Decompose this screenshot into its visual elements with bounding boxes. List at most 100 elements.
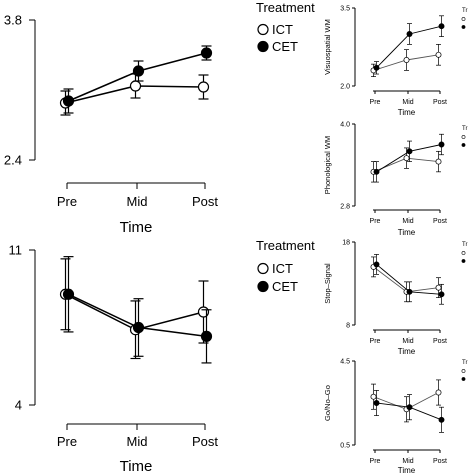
legend-marker bbox=[461, 135, 466, 139]
x-axis-label: Time bbox=[398, 347, 416, 356]
series-line bbox=[373, 266, 439, 293]
y-tick-label: 0.5 bbox=[340, 442, 350, 449]
data-point bbox=[435, 158, 442, 165]
legend: Tr bbox=[461, 242, 467, 263]
y-tick-label: 4 bbox=[15, 398, 22, 413]
legend-title: Tr bbox=[462, 360, 467, 366]
y-tick-label: 11 bbox=[9, 243, 23, 258]
legend-marker bbox=[257, 280, 269, 293]
y-tick-label: 2.4 bbox=[4, 153, 22, 168]
legend-marker bbox=[461, 143, 466, 147]
x-tick-label: Mid bbox=[402, 458, 413, 465]
legend-marker bbox=[461, 251, 466, 255]
data-point bbox=[370, 393, 377, 400]
data-point bbox=[132, 65, 145, 77]
data-point bbox=[197, 81, 210, 93]
legend: Tr bbox=[461, 8, 467, 29]
y-axis-label: Visuospatial WM bbox=[323, 19, 332, 75]
data-point bbox=[438, 141, 445, 148]
legend: Tr bbox=[461, 126, 467, 147]
y-tick-label: 8 bbox=[346, 322, 350, 329]
legend: Treatment ICT CET bbox=[256, 0, 315, 54]
data-point bbox=[200, 47, 213, 59]
data-point bbox=[200, 330, 213, 342]
data-point bbox=[129, 80, 142, 92]
legend-marker bbox=[461, 17, 466, 21]
y-axis-label: Go/No–Go bbox=[323, 385, 332, 421]
y-tick-label: 2.0 bbox=[340, 83, 350, 90]
data-point bbox=[403, 155, 410, 162]
chart-panel-6: 4.5 0.5 Go/No–Go Pre Mid Post Time Tr bbox=[323, 358, 467, 474]
data-point bbox=[373, 64, 380, 71]
chart-panel-2: 11 4 Pre Mid Post Time Treatment ICT CET bbox=[9, 238, 316, 474]
x-tick-label: Pre bbox=[370, 458, 381, 465]
x-tick-label: Pre bbox=[370, 218, 381, 225]
x-tick-label: Mid bbox=[402, 99, 413, 106]
y-axis-label: Stop–Signal bbox=[323, 263, 332, 304]
legend-title: Tr bbox=[462, 242, 467, 248]
data-point bbox=[132, 321, 145, 334]
data-point bbox=[406, 148, 413, 155]
data-point bbox=[373, 168, 380, 175]
y-tick-label: 4.5 bbox=[340, 358, 350, 365]
data-point bbox=[406, 404, 413, 411]
x-axis-label: Time bbox=[120, 458, 153, 474]
y-tick-label: 2.8 bbox=[340, 203, 350, 210]
legend: Treatment ICT CET bbox=[256, 238, 315, 294]
x-tick-label: Pre bbox=[57, 434, 77, 449]
legend-marker bbox=[461, 25, 466, 29]
legend-label: ICT bbox=[272, 261, 293, 276]
x-tick-label: Post bbox=[433, 218, 447, 225]
x-tick-label: Post bbox=[192, 434, 218, 449]
data-point bbox=[403, 57, 410, 63]
x-tick-label: Mid bbox=[127, 194, 148, 209]
legend-title: Tr bbox=[462, 126, 467, 132]
legend: Tr bbox=[461, 360, 467, 381]
legend-label: ICT bbox=[272, 22, 293, 37]
data-point bbox=[373, 400, 380, 406]
chart-panel-4: 4.0 2.8 Phonological WM Pre Mid Post Time Tr bbox=[323, 121, 467, 237]
legend-marker bbox=[257, 23, 269, 36]
chart-panel-1: 3.8 2.4 Pre Mid Post Time Treatment ICT CET bbox=[4, 0, 315, 236]
x-axis-label: Time bbox=[398, 466, 416, 474]
chart-panel-3: 3.5 2.0 Visuospatial WM Pre Mid Post Time Tr bbox=[323, 5, 467, 117]
x-tick-label: Pre bbox=[370, 99, 381, 106]
data-point bbox=[406, 288, 413, 295]
data-point bbox=[406, 31, 413, 37]
legend-title: Tr bbox=[462, 8, 467, 14]
y-tick-label: 3.8 bbox=[4, 13, 22, 28]
y-tick-label: 18 bbox=[342, 239, 350, 246]
y-tick-label: 4.0 bbox=[340, 121, 350, 128]
x-tick-label: Mid bbox=[402, 218, 413, 225]
data-point bbox=[435, 389, 442, 396]
x-tick-label: Post bbox=[192, 194, 218, 209]
legend-title: Treatment bbox=[256, 238, 315, 253]
series-line bbox=[68, 52, 207, 102]
legend-marker bbox=[461, 377, 466, 381]
legend-marker bbox=[461, 259, 466, 263]
y-tick-label: 3.5 bbox=[340, 5, 350, 12]
x-tick-label: Mid bbox=[127, 434, 148, 449]
data-point bbox=[435, 284, 442, 291]
legend-marker bbox=[461, 369, 466, 373]
x-tick-label: Post bbox=[433, 458, 447, 465]
data-point bbox=[373, 261, 380, 268]
legend-label: CET bbox=[272, 39, 298, 54]
data-point bbox=[438, 291, 445, 298]
x-tick-label: Pre bbox=[370, 338, 381, 345]
data-point bbox=[438, 416, 445, 423]
x-tick-label: Mid bbox=[402, 338, 413, 345]
x-axis-label: Time bbox=[398, 108, 416, 117]
chart-panel-5: 18 8 Stop–Signal Pre Mid Post Time Tr bbox=[323, 239, 467, 356]
x-tick-label: Post bbox=[433, 338, 447, 345]
legend-marker bbox=[257, 262, 269, 275]
legend-title: Treatment bbox=[256, 0, 315, 15]
data-point bbox=[438, 23, 445, 30]
legend-label: CET bbox=[272, 279, 298, 294]
data-point bbox=[62, 288, 75, 300]
x-tick-label: Pre bbox=[57, 194, 77, 209]
x-axis-label: Time bbox=[398, 228, 416, 237]
data-point bbox=[435, 51, 442, 58]
data-point bbox=[62, 95, 75, 107]
